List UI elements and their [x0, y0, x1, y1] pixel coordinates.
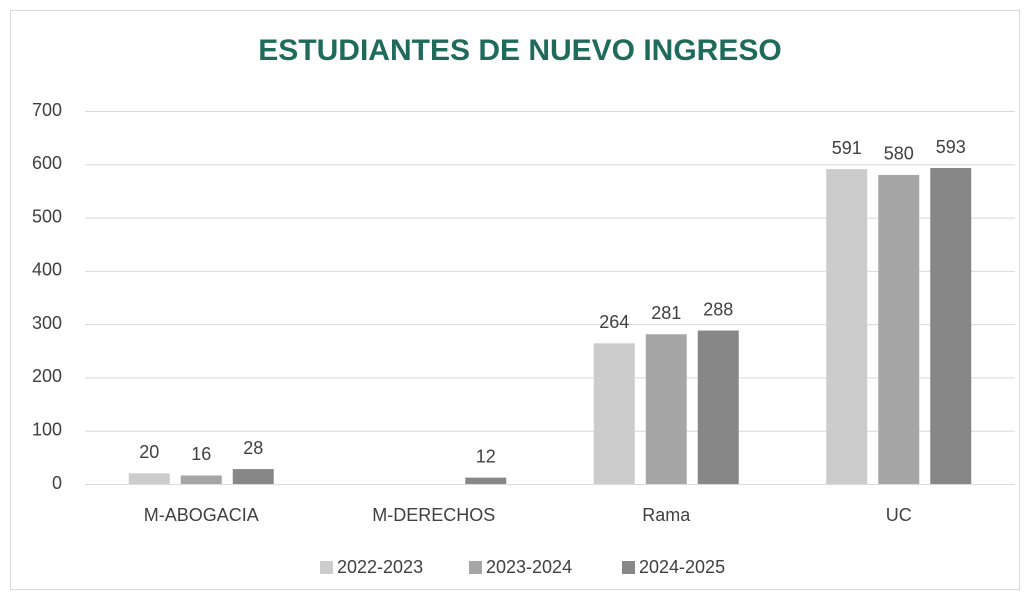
- data-label: 20: [139, 442, 159, 462]
- y-tick-label: 500: [32, 206, 62, 226]
- legend-label: 2023-2024: [486, 557, 572, 577]
- chart-title: ESTUDIANTES DE NUEVO INGRESO: [258, 34, 781, 67]
- data-label: 281: [651, 303, 681, 323]
- bar: [232, 469, 274, 484]
- chart-border: [10, 10, 1020, 590]
- y-tick-label: 600: [32, 153, 62, 173]
- y-tick-label: 200: [32, 366, 62, 386]
- data-label: 28: [243, 438, 263, 458]
- bar: [697, 330, 739, 484]
- bar: [930, 168, 972, 484]
- bar: [465, 477, 507, 484]
- data-label: 580: [884, 144, 914, 164]
- y-tick-label: 0: [52, 473, 62, 493]
- data-label: 591: [832, 138, 862, 158]
- legend-label: 2024-2025: [639, 557, 725, 577]
- data-label: 16: [191, 444, 211, 464]
- x-tick-label: UC: [886, 505, 912, 525]
- data-label: 593: [936, 137, 966, 157]
- bar: [593, 343, 635, 484]
- y-tick-label: 400: [32, 260, 62, 280]
- bar: [645, 334, 687, 484]
- x-tick-label: M-ABOGACIA: [144, 505, 259, 525]
- bar: [180, 475, 222, 484]
- data-label: 264: [599, 312, 629, 332]
- bar: [878, 174, 920, 484]
- x-tick-label: M-DERECHOS: [372, 505, 495, 525]
- y-tick-label: 700: [32, 100, 62, 120]
- legend-swatch: [622, 561, 635, 574]
- y-tick-label: 100: [32, 419, 62, 439]
- legend-label: 2022-2023: [337, 557, 423, 577]
- bar: [128, 473, 170, 484]
- y-tick-label: 300: [32, 313, 62, 333]
- data-label: 288: [703, 299, 733, 319]
- x-tick-label: Rama: [642, 505, 691, 525]
- legend-swatch: [320, 561, 333, 574]
- bar: [826, 169, 868, 484]
- legend-swatch: [469, 561, 482, 574]
- data-label: 12: [476, 446, 496, 466]
